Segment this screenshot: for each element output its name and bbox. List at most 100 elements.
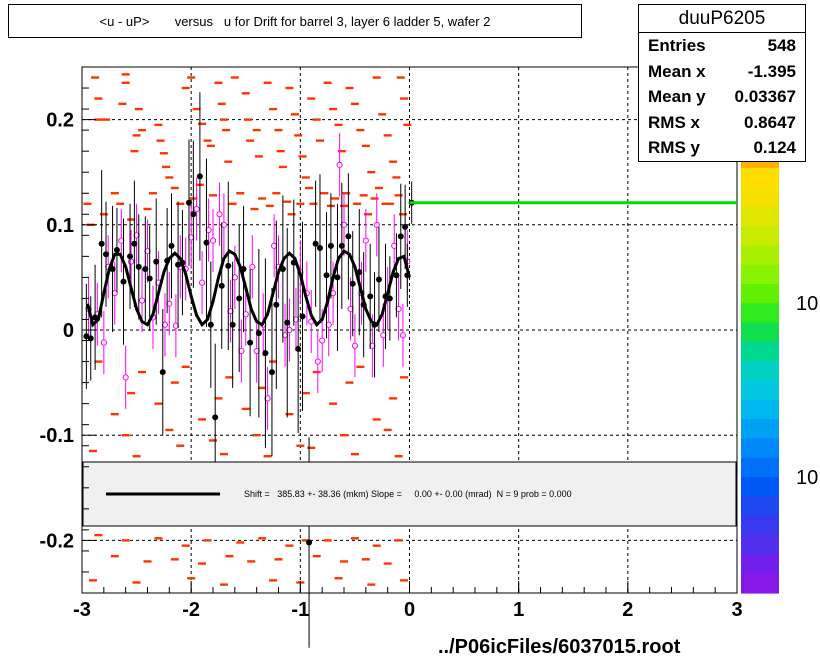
profile-point: [338, 242, 345, 249]
hist-cell: [285, 544, 294, 547]
hist-cell: [110, 412, 119, 416]
hist-cell: [176, 202, 185, 205]
colorbar-segment: [741, 187, 779, 208]
profile-point: [159, 369, 166, 376]
hist-cell: [246, 139, 255, 142]
profile-point: [207, 321, 214, 328]
stat-label: Mean x: [648, 61, 706, 81]
hist-cell: [247, 560, 256, 563]
hist-cell: [301, 539, 310, 542]
open-marker: [216, 211, 223, 218]
hist-cell: [170, 381, 179, 384]
hist-cell: [361, 144, 370, 148]
y-tick-label: 0.2: [46, 110, 74, 132]
hist-cell: [252, 434, 261, 437]
hist-cell: [214, 81, 223, 84]
hist-cell: [312, 370, 321, 374]
hist-cell: [94, 360, 103, 363]
hist-cell: [88, 449, 97, 453]
hist-cell: [312, 554, 321, 558]
colorbar-segment: [741, 341, 779, 362]
stat-value: 548: [767, 36, 796, 55]
profile-point: [236, 295, 243, 302]
open-marker: [193, 205, 200, 213]
colorbar-segment: [741, 361, 779, 382]
colorbar-segment: [741, 399, 779, 420]
stat-value: 0.03367: [734, 87, 796, 106]
profile-point: [229, 321, 236, 328]
colorbar-segment: [741, 554, 779, 575]
hist-cell: [198, 562, 207, 565]
profile-point: [323, 272, 330, 279]
colorbar-label: 10: [796, 467, 818, 489]
hist-cell: [353, 202, 362, 205]
hist-cell: [198, 418, 207, 421]
profile-point: [146, 275, 153, 282]
hist-cell: [400, 376, 409, 379]
hist-cell: [263, 81, 272, 84]
hist-cell: [121, 539, 130, 542]
hist-cell: [258, 386, 267, 390]
stat-value: 0.124: [753, 138, 796, 157]
hist-cell: [230, 76, 239, 79]
hist-cell: [372, 418, 381, 421]
hist-cell: [398, 213, 407, 216]
hist-cell: [162, 165, 171, 169]
hist-cell: [91, 76, 100, 79]
hist-cell: [296, 444, 305, 447]
hist-cell: [224, 160, 233, 163]
hist-cell: [252, 128, 261, 132]
hist-cell: [340, 434, 348, 437]
hist-cell: [272, 192, 281, 195]
hist-cell: [219, 452, 228, 456]
hist-cell: [334, 123, 343, 127]
hist-cell: [356, 128, 365, 132]
y-tick-label: -0.2: [40, 530, 74, 552]
hist-cell: [209, 439, 217, 442]
hist-cell: [345, 381, 354, 384]
profile-point: [247, 339, 254, 346]
colorbar-segment: [741, 303, 779, 324]
hist-cell: [383, 428, 392, 432]
open-marker: [373, 221, 380, 228]
hist-cell: [394, 194, 403, 197]
profile-point: [218, 282, 225, 289]
profile-point: [113, 247, 120, 254]
colorbar-segment: [741, 245, 779, 266]
fit-curve: [86, 201, 737, 328]
stat-label: Entries: [648, 36, 706, 55]
profile-point: [402, 223, 409, 230]
hist-cell: [214, 397, 223, 400]
hist-cell: [187, 577, 196, 580]
hist-cell: [298, 155, 307, 158]
hist-cell: [315, 139, 324, 142]
profile-point: [131, 240, 138, 247]
hist-cell: [312, 118, 321, 121]
hist-cell: [121, 73, 130, 76]
hist-cell: [228, 202, 237, 205]
hist-cell: [94, 118, 103, 121]
profile-point: [196, 173, 203, 180]
histogram-cells: [83, 73, 412, 586]
open-marker: [399, 332, 407, 339]
colorbar-label: 10: [796, 293, 818, 315]
profile-point: [295, 345, 302, 352]
stat-row-mean-x: Mean x -1.395: [639, 59, 805, 85]
profile-point: [255, 330, 262, 337]
hist-cell: [254, 155, 263, 158]
hist-cell: [258, 537, 267, 540]
profile-point: [98, 240, 105, 247]
x-tick-label: -1: [291, 599, 309, 621]
hist-cell: [99, 213, 108, 216]
colorbar-segment: [741, 380, 779, 401]
hist-cell: [138, 370, 147, 374]
x-tick-label: 1: [513, 599, 524, 621]
hist-cell: [403, 123, 412, 127]
profile-point: [386, 295, 393, 302]
fit-result-text: Shift = 385.83 +- 38.36 (mkm) Slope = 0.…: [244, 489, 572, 499]
hist-cell: [236, 192, 245, 195]
hist-cell: [329, 402, 338, 405]
stat-label: Mean y: [648, 87, 706, 106]
colorbar-segment: [741, 496, 779, 517]
